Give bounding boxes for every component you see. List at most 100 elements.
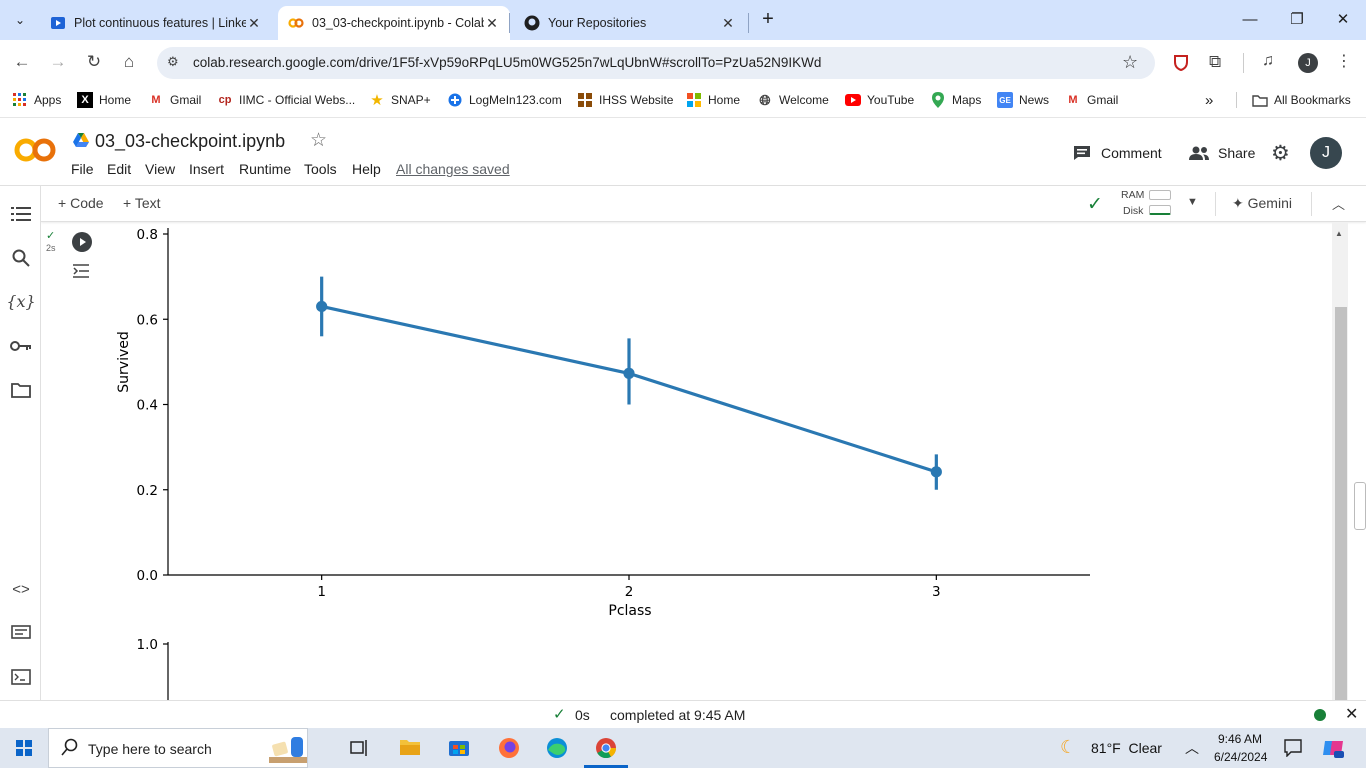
edge-icon[interactable] [546, 737, 568, 759]
task-view-icon[interactable] [350, 739, 370, 757]
bookmarks-overflow-button[interactable]: » [1205, 91, 1214, 109]
notebook-toolbar [41, 186, 1366, 222]
add-code-cell-button[interactable]: + Code [58, 195, 104, 211]
left-sidebar [0, 186, 41, 700]
star-icon: ★ [370, 92, 384, 109]
reload-icon[interactable]: ↻ [86, 52, 102, 71]
command-palette-icon[interactable] [8, 619, 34, 645]
bookmark-snap[interactable]: ★ SNAP+ [369, 91, 431, 109]
run-cell-button[interactable] [72, 232, 92, 252]
terminal-icon[interactable] [8, 664, 34, 690]
copilot-icon[interactable] [1322, 737, 1344, 759]
tab-colab[interactable]: 03_03-checkpoint.ipynb - Colab ✕ [278, 6, 510, 40]
runtime-dropdown-icon[interactable]: ▼ [1187, 196, 1198, 208]
bookmark-gmail[interactable]: M Gmail [148, 91, 201, 109]
menu-runtime[interactable]: Runtime [239, 161, 292, 177]
menu-help[interactable]: Help [352, 161, 381, 177]
output-scrollbar-thumb[interactable] [1335, 307, 1347, 700]
notebook-title[interactable]: 03_03-checkpoint.ipynb [95, 131, 286, 151]
close-status-icon[interactable]: ✕ [1345, 706, 1359, 723]
close-tab-icon[interactable]: ✕ [722, 14, 734, 31]
restore-icon[interactable]: ❐ [1290, 11, 1304, 28]
colab-logo[interactable] [14, 137, 56, 163]
forward-icon[interactable]: → [49, 52, 67, 71]
account-avatar[interactable]: J [1310, 137, 1342, 169]
table-of-contents-icon[interactable] [8, 201, 34, 227]
settings-gear-icon[interactable]: ⚙ [1271, 142, 1290, 165]
search-icon[interactable] [8, 245, 34, 271]
add-text-cell-button[interactable]: + Text [123, 195, 161, 211]
bookmark-youtube[interactable]: YouTube [845, 91, 914, 109]
files-folder-icon[interactable] [8, 377, 34, 403]
profile-avatar[interactable]: J [1298, 53, 1318, 73]
clock-date[interactable]: 6/24/2024 [1214, 750, 1268, 764]
save-status[interactable]: All changes saved [396, 161, 510, 177]
bookmark-logmein[interactable]: LogMeIn123.com [447, 91, 562, 109]
scroll-up-arrow-icon[interactable]: ▲ [1335, 229, 1343, 238]
bookmark-star-icon[interactable]: ☆ [1122, 52, 1139, 72]
tab-linkedin[interactable]: Plot continuous features | Linke ✕ [40, 6, 272, 40]
bookmark-ihss[interactable]: IHSS Website [577, 91, 673, 109]
file-explorer-icon[interactable] [399, 737, 421, 757]
windows-start-icon[interactable] [16, 740, 32, 756]
variables-icon[interactable]: {x} [6, 291, 36, 311]
bookmark-label: SNAP+ [391, 93, 431, 107]
comment-button[interactable]: Comment [1073, 142, 1162, 164]
bookmark-welcome[interactable]: 🌐︎ Welcome [757, 91, 828, 109]
all-bookmarks-button[interactable]: All Bookmarks [1252, 91, 1351, 109]
bookmark-iimc[interactable]: cp IIMC - Official Webs... [217, 91, 356, 109]
weather-text[interactable]: 81°F Clear [1091, 740, 1162, 756]
chrome-taskbar-icon[interactable] [595, 737, 617, 759]
colab-icon [288, 15, 304, 31]
close-tab-icon[interactable]: ✕ [248, 14, 260, 31]
menu-insert[interactable]: Insert [189, 161, 225, 177]
media-control-icon[interactable]: ♫ [1262, 52, 1274, 69]
bookmark-apps[interactable]: Apps [12, 91, 61, 109]
back-icon[interactable]: ← [13, 52, 31, 71]
url-text[interactable]: colab.research.google.com/drive/1F5f-xVp… [193, 55, 822, 70]
extensions-puzzle-icon[interactable]: ⧉ [1209, 52, 1222, 71]
page-scrollbar-thumb[interactable] [1354, 482, 1366, 530]
output-options-icon[interactable] [72, 262, 94, 280]
notifications-icon[interactable] [1284, 739, 1302, 758]
gemini-button[interactable]: ✦ Gemini [1232, 195, 1292, 212]
address-bar[interactable]: ⚙ colab.research.google.com/drive/1F5f-x… [157, 47, 1155, 79]
clock-time[interactable]: 9:46 AM [1218, 732, 1263, 746]
star-notebook-icon[interactable]: ☆ [310, 130, 328, 151]
secrets-key-icon[interactable] [8, 333, 34, 359]
system-tray-chevron-icon[interactable]: ︿ [1185, 740, 1199, 756]
bookmark-news[interactable]: GE News [997, 91, 1049, 109]
apps-grid-icon [12, 92, 28, 108]
resource-monitor[interactable]: RAM Disk [1121, 188, 1173, 218]
extension-shield-icon[interactable] [1172, 53, 1190, 72]
menu-tools[interactable]: Tools [304, 161, 337, 177]
close-window-icon[interactable]: ✕ [1336, 11, 1350, 28]
google-drive-icon[interactable] [73, 133, 89, 147]
menu-edit[interactable]: Edit [107, 161, 132, 177]
ihss-icon [577, 92, 593, 108]
disk-label: Disk [1123, 205, 1144, 217]
x-axis-label: Pclass [608, 603, 651, 619]
minimize-icon[interactable]: — [1242, 11, 1258, 28]
status-exec-time: 0s [575, 707, 590, 723]
menu-file[interactable]: File [71, 161, 94, 177]
collapse-header-icon[interactable]: ︿ [1332, 197, 1346, 212]
comment-icon [1074, 146, 1090, 160]
menu-view[interactable]: View [145, 161, 176, 177]
bookmark-maps[interactable]: Maps [930, 91, 981, 109]
new-tab-button[interactable]: + [762, 8, 774, 30]
share-button[interactable]: Share [1188, 142, 1255, 164]
tab-search-button[interactable]: ⌄ [14, 13, 26, 27]
bookmark-gmail-2[interactable]: M Gmail [1065, 91, 1118, 109]
close-tab-icon[interactable]: ✕ [486, 14, 498, 31]
code-snippets-icon[interactable]: <> [12, 580, 30, 598]
tab-github[interactable]: Your Repositories ✕ [514, 6, 746, 40]
site-info-icon[interactable]: ⚙ [167, 54, 179, 69]
taskbar-search[interactable]: Type here to search [48, 728, 308, 768]
firefox-icon[interactable] [498, 737, 520, 759]
bookmark-x-home[interactable]: X Home [77, 91, 131, 109]
browser-menu-icon[interactable]: ⋮ [1336, 53, 1352, 70]
bookmark-ms-home[interactable]: Home [686, 91, 740, 109]
microsoft-store-icon[interactable] [448, 737, 470, 757]
home-icon[interactable]: ⌂ [123, 52, 135, 71]
